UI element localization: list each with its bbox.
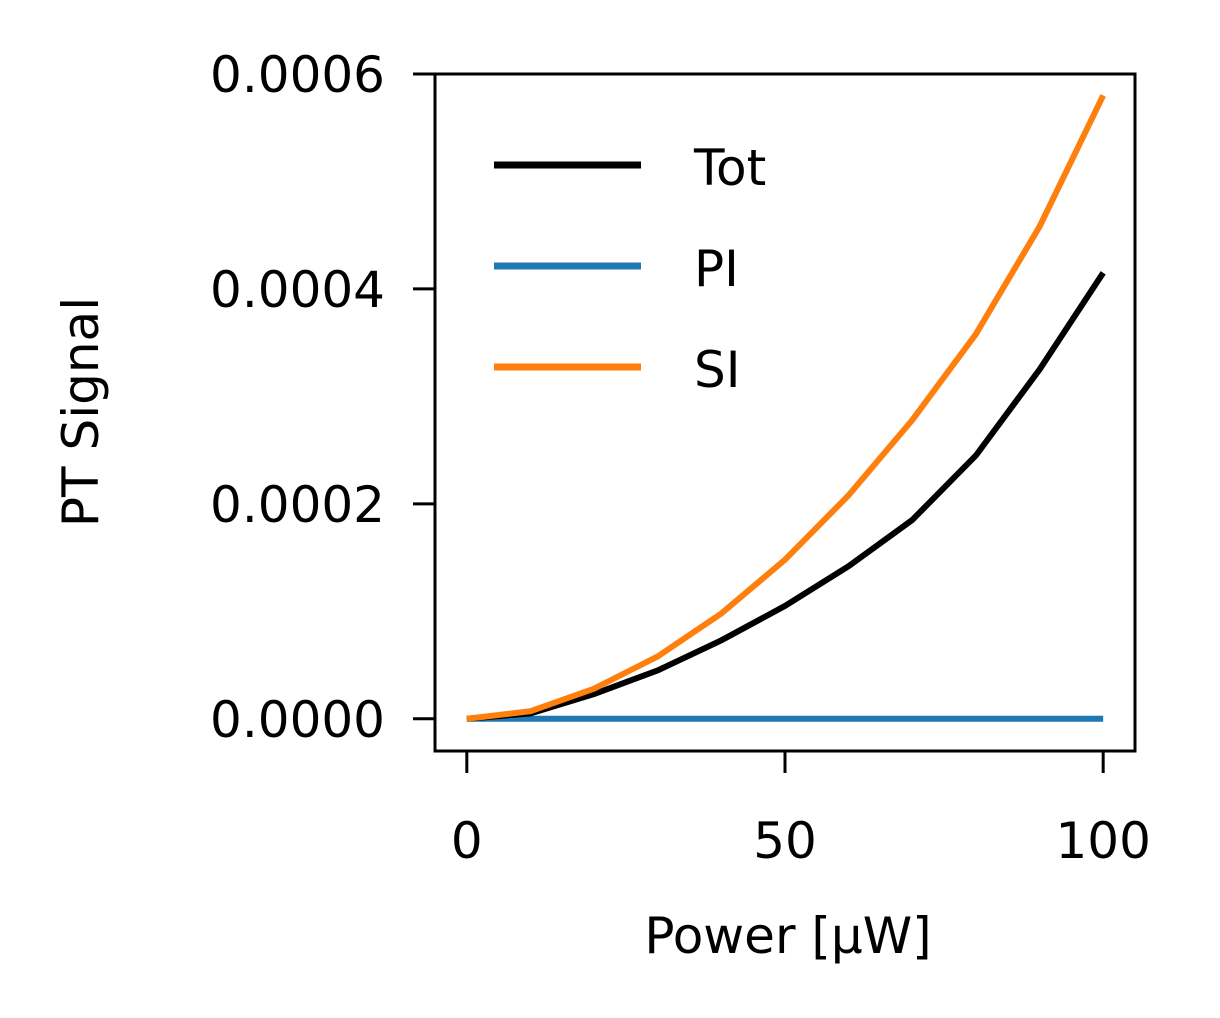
y-tick-label: 0.0000 [210,691,385,749]
series-line-tot [466,271,1106,722]
x-axis: 0 50 100 [451,751,1151,870]
legend-label-pi: PI [694,240,739,298]
y-tick-label: 0.0004 [210,261,385,319]
series-line-si [466,94,1106,722]
y-tick-label: 0.0002 [210,476,385,534]
plot-area-frame [433,72,1137,753]
x-tick-label: 100 [1055,812,1150,870]
x-tick-label: 0 [451,812,483,870]
legend-label-si: SI [694,341,740,399]
series-group [466,94,1106,722]
x-axis-label: Power [μW] [644,907,931,965]
x-tick-label: 50 [753,812,817,870]
y-axis: 0.0000 0.0002 0.0004 0.0006 [210,46,435,749]
y-tick-label: 0.0006 [210,46,385,104]
y-axis-label: PT Signal [52,297,110,527]
legend: Tot PI SI [494,139,766,399]
legend-label-tot: Tot [693,139,766,197]
